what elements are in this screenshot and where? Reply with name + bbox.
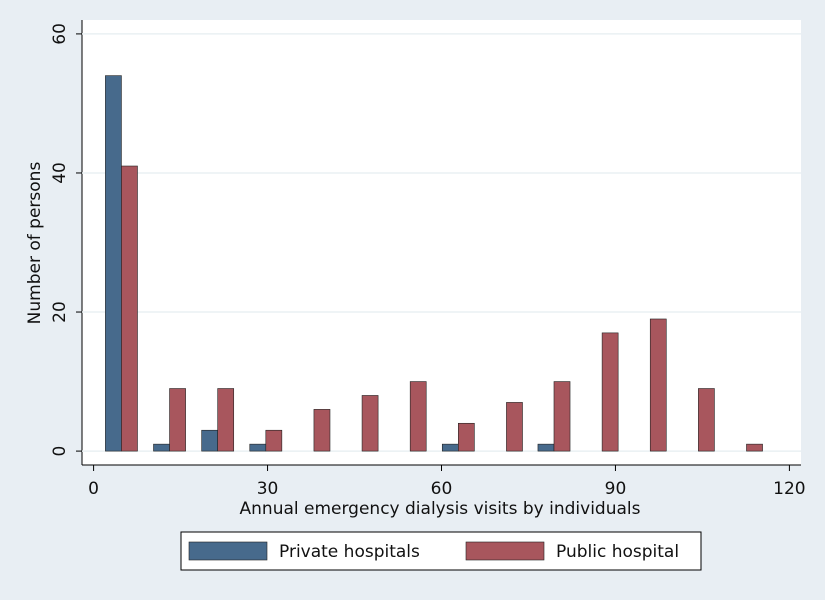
- bar: [746, 443, 763, 452]
- bar: [249, 443, 267, 452]
- bar: [169, 388, 186, 452]
- legend-label: Public hospital: [556, 542, 679, 562]
- bar: [601, 332, 619, 452]
- bar: [458, 422, 475, 452]
- x-tick-label: 30: [257, 479, 279, 499]
- bar: [409, 381, 427, 452]
- bar: [553, 381, 571, 452]
- x-tick-label: 60: [431, 479, 453, 499]
- x-tick-label: 0: [88, 479, 99, 499]
- x-tick-label: 120: [773, 479, 805, 499]
- bar: [105, 75, 122, 452]
- bar: [217, 388, 235, 452]
- legend-swatch: [465, 541, 545, 561]
- bar: [313, 409, 331, 452]
- bar: [698, 388, 715, 452]
- bar: [361, 395, 379, 452]
- bar: [121, 165, 138, 452]
- y-tick-label: 40: [50, 162, 70, 184]
- y-tick-label: 20: [50, 301, 70, 323]
- bar: [537, 443, 555, 452]
- bar: [649, 318, 667, 452]
- bar: [506, 402, 523, 452]
- legend-swatch: [188, 541, 268, 561]
- bar: [201, 429, 218, 452]
- bar: [441, 443, 459, 452]
- bar: [265, 429, 283, 452]
- x-tick-label: 90: [605, 479, 627, 499]
- x-axis-label: Annual emergency dialysis visits by indi…: [240, 499, 641, 519]
- bar: [153, 443, 170, 452]
- y-tick-label: 0: [50, 446, 70, 457]
- y-tick-label: 60: [50, 23, 70, 45]
- legend-label: Private hospitals: [279, 542, 420, 562]
- plot-area: [82, 20, 801, 465]
- y-axis-label: Number of persons: [25, 162, 45, 325]
- legend-box: [180, 531, 702, 571]
